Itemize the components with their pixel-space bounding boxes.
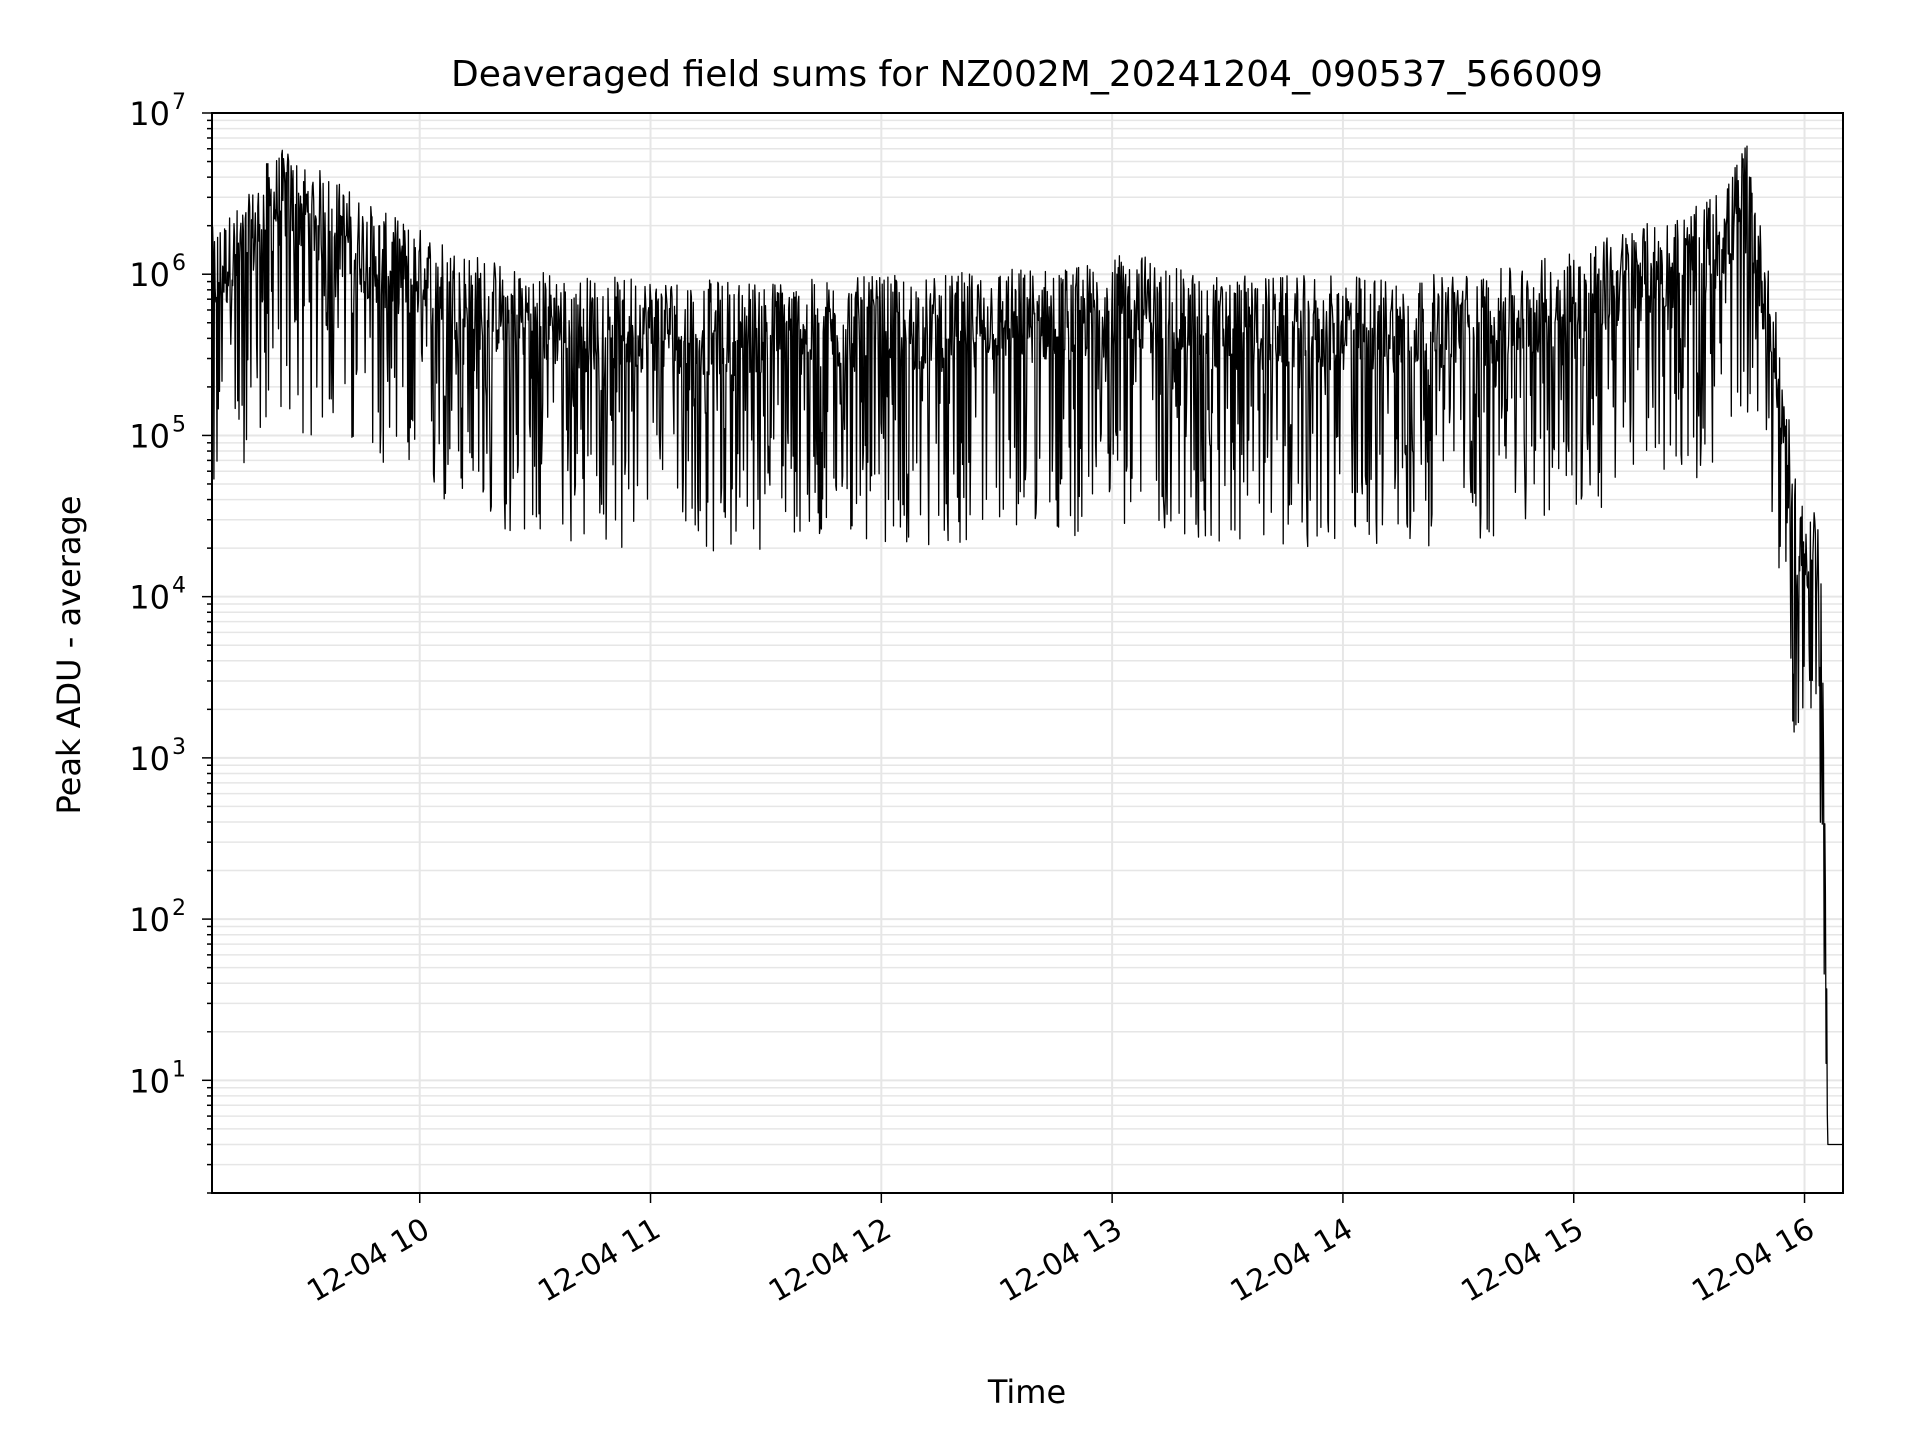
y-tick-label: 10: [129, 95, 170, 133]
y-tick-label: 10: [129, 417, 170, 455]
y-tick-label-exponent: 6: [172, 251, 186, 276]
y-tick-label-exponent: 7: [172, 90, 186, 115]
y-tick-label: 10: [129, 579, 170, 617]
x-tick-label: 12-04 11: [532, 1212, 666, 1310]
y-tick-label: 10: [129, 740, 170, 778]
x-axis-label: Time: [987, 1373, 1066, 1411]
y-tick-label-exponent: 3: [172, 735, 186, 760]
y-tick-label-exponent: 4: [172, 574, 186, 599]
y-tick-label: 10: [129, 901, 170, 939]
x-tick-label: 12-04 16: [1686, 1212, 1820, 1310]
x-tick-label: 12-04 12: [763, 1212, 897, 1310]
series-layer: [211, 145, 1844, 1146]
chart-title: Deaveraged field sums for NZ002M_2024120…: [451, 54, 1603, 95]
ticks: [202, 112, 1806, 1203]
y-axis-label: Peak ADU - average: [50, 496, 88, 815]
y-tick-label: 10: [129, 256, 170, 294]
x-tick-labels: 12-04 10 12-04 11 12-04 12 12-04 13 12-04 14…: [301, 1212, 1820, 1310]
x-tick-label: 12-04 13: [994, 1212, 1128, 1310]
y-tick-label-exponent: 1: [172, 1057, 186, 1082]
x-tick-label: 12-04 14: [1225, 1212, 1359, 1310]
x-tick-label: 12-04 15: [1455, 1212, 1589, 1310]
y-tick-label: 10: [129, 1062, 170, 1100]
plot-frame: [211, 112, 1844, 1194]
y-tick-label-exponent: 5: [172, 412, 186, 437]
series-line: [211, 145, 1844, 1146]
x-tick-label: 12-04 10: [301, 1212, 435, 1310]
y-tick-label-exponent: 2: [172, 896, 186, 921]
